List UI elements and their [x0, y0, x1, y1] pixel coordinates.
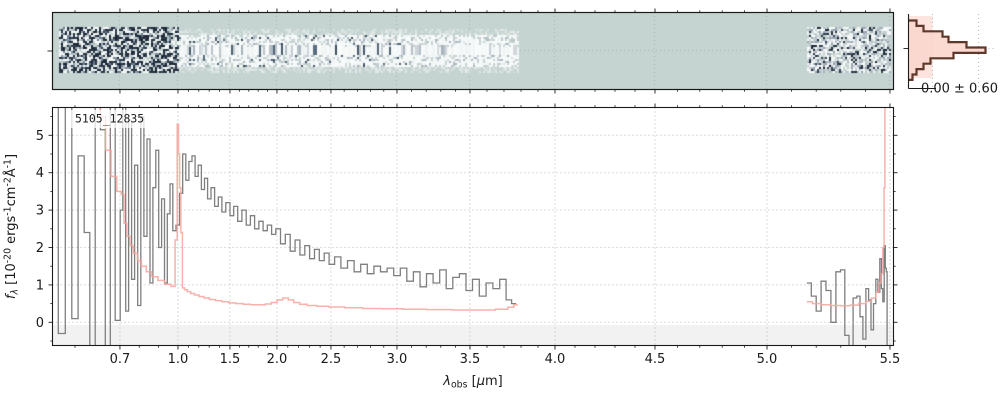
spectrum-2d-image	[52, 12, 893, 90]
x-tick-label: 2.0	[267, 352, 288, 367]
y-tick-label: 2	[36, 241, 44, 256]
xaxis-label: λobs [μm]	[442, 374, 502, 391]
sn-histogram-outline	[908, 19, 987, 81]
generated-under-layer	[52, 14, 997, 346]
flux-step-line	[806, 244, 888, 346]
yaxis-label: fλ [10-20 ergs-1cm-2Å-1]	[3, 154, 21, 299]
object-id-label-box	[69, 110, 168, 128]
x-tick-label: 3.0	[387, 352, 408, 367]
flux-panel-ticks: 0.7 1.0 1.5 2.0 2.5 3.0 3.5 4.0 4.5 5.0 5.5 0 1 2 3 4 5	[36, 103, 901, 367]
flux-panel	[52, 107, 894, 346]
uncertainty-step-line	[806, 107, 886, 307]
y-tick-label: 5	[36, 129, 44, 144]
y-tick-label: 3	[36, 204, 44, 219]
y-tick-label: 4	[36, 166, 44, 181]
x-tick-label: 5.0	[757, 352, 778, 367]
x-tick-label: 5.5	[880, 352, 901, 367]
sn-histogram-panel	[908, 14, 997, 89]
uncertainty-step-line	[99, 107, 518, 311]
sn-histogram-spines	[903, 14, 936, 90]
generated-over-layer: 0.7 1.0 1.5 2.0 2.5 3.0 3.5 4.0 4.5 5.0 5.5 0 1 2 3 4 5	[36, 8, 936, 367]
x-tick-label: 1.5	[220, 352, 241, 367]
x-tick-label: 3.5	[460, 352, 481, 367]
object-id-label: 5105_12835	[75, 112, 144, 126]
flux-series-group	[57, 107, 888, 346]
flux-step-line	[57, 107, 517, 346]
x-tick-label: 4.5	[645, 352, 666, 367]
x-tick-label: 1.0	[168, 352, 189, 367]
spec2d-panel-frame	[47, 8, 895, 94]
x-tick-label: 0.7	[110, 352, 131, 367]
y-tick-label: 1	[36, 278, 44, 293]
sn-histogram-bars	[908, 19, 987, 81]
y-tick-label: 0	[36, 316, 44, 331]
x-tick-label: 4.0	[545, 352, 566, 367]
flux-panel-spines	[51, 106, 895, 347]
hist-stat-label: 0.00 ± 0.60	[921, 82, 998, 97]
x-tick-label: 2.5	[321, 352, 342, 367]
